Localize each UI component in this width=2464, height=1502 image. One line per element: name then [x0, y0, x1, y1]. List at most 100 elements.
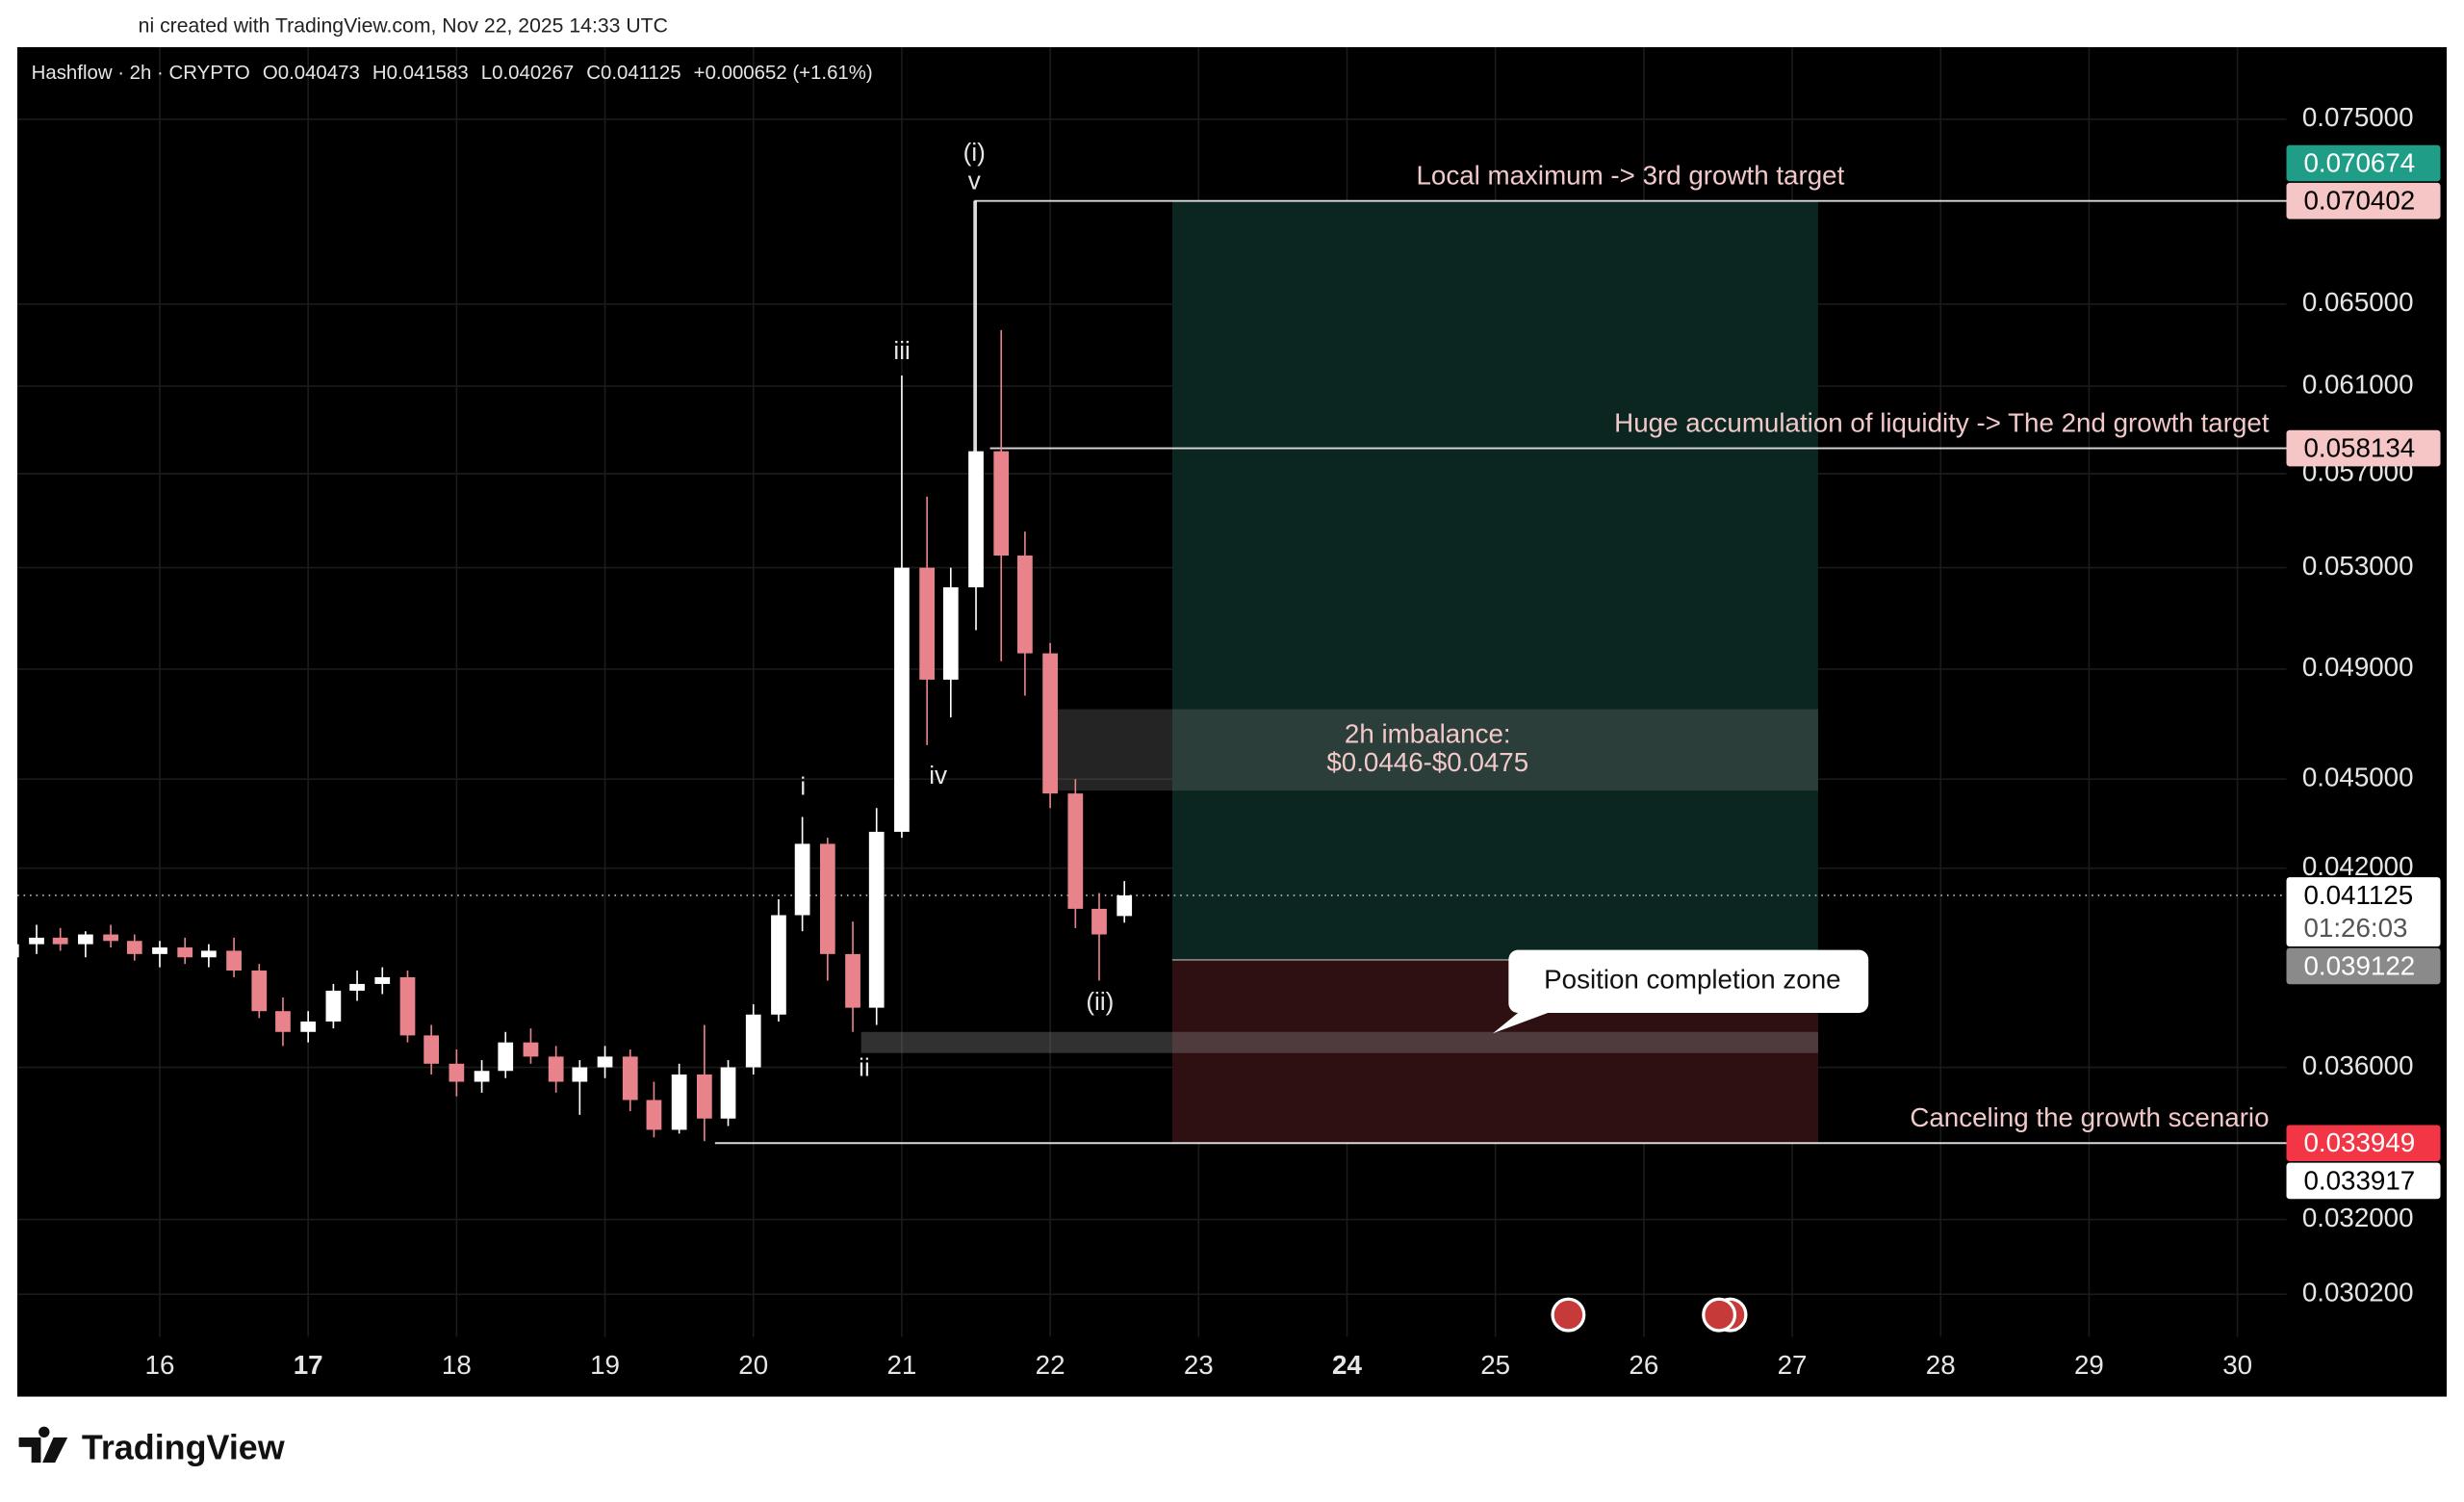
imbalance-box — [1052, 709, 1818, 791]
countdown: 01:26:03 — [2303, 913, 2407, 943]
price-label-box — [2286, 429, 2441, 467]
candle-body — [300, 1021, 317, 1032]
price-label: 0.070402 — [2303, 186, 2415, 216]
candle-body — [1042, 653, 1058, 794]
completion-zone — [860, 1031, 1818, 1053]
legend: Hashflow · 2h · CRYPTO O0.040473 H0.041583… — [32, 63, 873, 84]
candle-body — [498, 1042, 514, 1072]
x-tick-label: 24 — [1332, 1350, 1362, 1380]
candle-body — [572, 1067, 588, 1082]
y-tick-label: 0.030200 — [2302, 1278, 2414, 1308]
x-tick-label: 18 — [442, 1350, 472, 1380]
x-tick-label: 28 — [1926, 1350, 1956, 1380]
legend-change: +0.000652 (+1.61%) — [694, 63, 873, 84]
candle-body — [993, 451, 1010, 557]
candle-body — [349, 983, 365, 991]
candle-body — [126, 941, 142, 954]
event-icons — [1551, 1297, 1748, 1333]
candle-body — [200, 950, 217, 958]
candle-body — [919, 567, 936, 680]
candle-body — [474, 1071, 490, 1082]
candle-body — [597, 1056, 613, 1068]
x-tick-label: 27 — [1778, 1350, 1808, 1380]
x-tick-label: 20 — [738, 1350, 768, 1380]
y-tick-label: 0.065000 — [2302, 287, 2414, 317]
candle-body — [374, 976, 391, 984]
profit-zone — [1171, 200, 1818, 960]
legend-close: C0.041125 — [586, 63, 680, 84]
y-tick-label: 0.032000 — [2302, 1203, 2414, 1232]
price-label: 0.039122 — [2303, 950, 2415, 980]
candle-body — [52, 937, 68, 945]
x-tick-label: 16 — [145, 1350, 175, 1380]
candle-body — [325, 990, 342, 1022]
event-flag — [1551, 1297, 1586, 1333]
y-tick-label: 0.049000 — [2302, 652, 2414, 682]
candle-body — [720, 1067, 736, 1119]
candle-body — [449, 1063, 465, 1082]
candle-body — [29, 937, 44, 945]
credit: ni created with TradingView.com, Nov 22,… — [139, 14, 668, 37]
candle-body — [671, 1075, 687, 1130]
candle-body — [78, 934, 93, 945]
x-tick-label: 29 — [2074, 1350, 2104, 1380]
candle-body — [177, 947, 193, 958]
price-label-box — [2286, 1162, 2441, 1200]
candle-body — [523, 1042, 539, 1057]
wave-label: (i) — [963, 138, 986, 167]
candle-body — [399, 976, 416, 1036]
candle-body — [548, 1056, 564, 1082]
logo-mark — [18, 1426, 68, 1463]
price-axis: 0.0750000.0650000.0610000.0570000.053000… — [145, 102, 2441, 1380]
candle-body — [845, 953, 860, 1008]
y-tick-label: 0.045000 — [2302, 762, 2414, 791]
candle-body — [275, 1011, 291, 1032]
price-label: 0.033949 — [2303, 1127, 2415, 1157]
candle-body — [1091, 908, 1107, 935]
y-tick-label: 0.061000 — [2302, 369, 2414, 399]
candle-body — [771, 915, 786, 1015]
y-tick-label: 0.036000 — [2302, 1050, 2414, 1080]
x-tick-label: 23 — [1184, 1350, 1214, 1380]
candle-body — [646, 1100, 662, 1130]
x-tick-label: 25 — [1480, 1350, 1510, 1380]
callout-text: Position completion zone — [1544, 965, 1840, 995]
price-label: 0.058134 — [2303, 433, 2415, 463]
price-label-box — [2286, 947, 2441, 985]
wave-label: iii — [893, 336, 910, 365]
legend-open: O0.040473 — [263, 63, 360, 84]
event-flag — [1702, 1297, 1737, 1333]
candle-body — [696, 1075, 712, 1119]
brand: TradingView — [82, 1428, 285, 1467]
wave-label: (ii) — [1086, 987, 1114, 1016]
imbalance-text: $0.0446-$0.0475 — [1326, 747, 1528, 777]
legend-low: L0.040267 — [481, 63, 574, 84]
price-label: 0.041125 — [2303, 880, 2413, 910]
price-label-box — [2286, 144, 2441, 182]
candles — [3, 200, 1133, 1142]
candle-body — [868, 831, 885, 1008]
candle-body — [622, 1056, 638, 1101]
y-tick-label: 0.075000 — [2302, 102, 2414, 132]
wave-label: iv — [929, 761, 947, 790]
footer-logo: TradingView — [18, 1426, 285, 1467]
price-label-box — [2286, 877, 2441, 947]
level-text: Local maximum -> 3rd growth target — [1416, 161, 1844, 191]
x-tick-label: 30 — [2222, 1350, 2252, 1380]
candle-body — [1017, 556, 1033, 654]
level-text: Canceling the growth scenario — [1910, 1102, 2269, 1132]
x-tick-label: 17 — [294, 1350, 323, 1380]
x-tick-label: 22 — [1036, 1350, 1065, 1380]
price-label-box — [2286, 1125, 2441, 1162]
candle-body — [745, 1014, 761, 1068]
candle-body — [894, 567, 910, 832]
level-text: Huge accumulation of liquidity -> The 2n… — [1614, 407, 2270, 437]
candle-body — [226, 950, 242, 971]
x-tick-label: 19 — [590, 1350, 620, 1380]
candle-body — [1067, 793, 1084, 909]
x-tick-label: 21 — [886, 1350, 916, 1380]
price-label: 0.033917 — [2303, 1165, 2415, 1195]
candle-body — [942, 587, 959, 680]
